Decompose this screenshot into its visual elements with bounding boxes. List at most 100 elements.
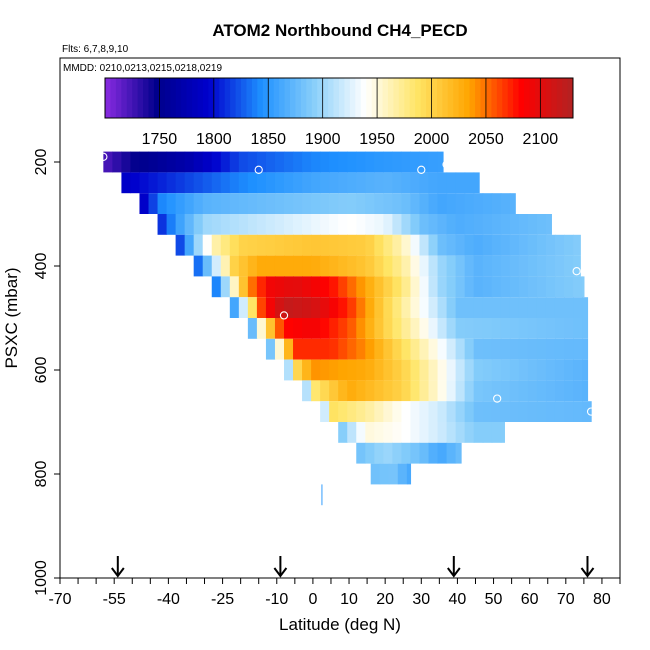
heatmap-cell [500, 401, 511, 422]
heatmap-cell [193, 151, 204, 173]
heatmap-cell [554, 380, 565, 402]
heatmap-cell [374, 401, 384, 422]
heatmap-cell [410, 338, 421, 360]
colorbar-tick-label: 1750 [142, 131, 178, 148]
heatmap-cell [211, 214, 222, 235]
colorbar-cell [235, 78, 242, 118]
heatmap-cell [428, 359, 439, 381]
heatmap-cell [401, 318, 412, 339]
heatmap-cell [284, 193, 294, 214]
heatmap-cell [365, 318, 375, 339]
heatmap-cell [148, 193, 159, 214]
heatmap-cell [473, 193, 484, 214]
heatmap-cell [527, 318, 538, 339]
heatmap-cell [347, 297, 357, 318]
heatmap-cell [347, 193, 357, 214]
x-tick-label: 0 [308, 591, 317, 608]
heatmap-cell [302, 151, 312, 173]
heatmap-cell [500, 297, 511, 318]
heatmap-cell [582, 276, 585, 298]
heatmap-cell [274, 338, 285, 360]
heatmap-cell [166, 214, 177, 235]
x-tick-label: 70 [557, 591, 575, 608]
colorbar-cell [534, 78, 541, 118]
heatmap-cell [256, 193, 267, 214]
colorbar-cell [393, 78, 400, 118]
heatmap-cell [455, 422, 466, 443]
heatmap-cell [293, 172, 303, 194]
heatmap-cell [428, 380, 439, 402]
heatmap-cell [311, 214, 321, 235]
heatmap-cell [356, 214, 366, 235]
heatmap-cell [401, 255, 412, 277]
heatmap-cell [247, 193, 258, 214]
colorbar-cell [230, 78, 237, 118]
colorbar-cell [398, 78, 405, 118]
heatmap-cell [293, 193, 303, 214]
heatmap-cell [509, 359, 520, 381]
heatmap-cell [545, 297, 556, 318]
heatmap-cell [500, 234, 511, 256]
heatmap-cell [365, 401, 375, 422]
heatmap-cell [383, 255, 393, 277]
heatmap-cell [356, 255, 366, 277]
colorbar-cell [496, 78, 503, 118]
heatmap-cell [573, 401, 583, 422]
heatmap-cell [573, 359, 583, 381]
heatmap-cell [491, 401, 502, 422]
heatmap-cell [356, 318, 366, 339]
heatmap-cell [554, 318, 565, 339]
heatmap-cell [410, 172, 421, 194]
heatmap-cell [509, 380, 520, 402]
colorbar-cell [251, 78, 258, 118]
heatmap-cell [329, 255, 339, 277]
heatmap-cell [401, 442, 412, 464]
heatmap-cell [374, 359, 384, 381]
heatmap-cell [500, 214, 511, 235]
heatmap-cell [320, 297, 330, 318]
heatmap-cell [374, 151, 384, 173]
heatmap-cell [320, 234, 330, 256]
colorbar-cell [524, 78, 530, 118]
heatmap-cell [545, 401, 556, 422]
heatmap-cell [536, 401, 547, 422]
colorbar-cell [105, 78, 111, 118]
heatmap-cell [509, 214, 520, 235]
heatmap-cell [320, 359, 330, 381]
heatmap-cell [379, 463, 390, 485]
heatmap-cell [500, 422, 505, 443]
heatmap-cell [527, 359, 538, 381]
heatmap-cell [473, 172, 480, 194]
heatmap-cell [473, 318, 484, 339]
heatmap-cell [455, 359, 466, 381]
heatmap-cell [383, 380, 393, 402]
heatmap-cell [338, 318, 348, 339]
heatmap-cell [446, 255, 457, 277]
heatmap-cell [428, 151, 439, 173]
colorbar-cell [219, 78, 226, 118]
heatmap-cell [238, 151, 249, 173]
heatmap-cell [437, 318, 448, 339]
heatmap-cell [419, 193, 430, 214]
sample-marker [254, 165, 263, 174]
heatmap-cell [247, 318, 258, 339]
heatmap-cell [374, 214, 384, 235]
heatmap-cell [410, 193, 421, 214]
heatmap-cell [274, 151, 285, 173]
heatmap-cell [256, 318, 267, 339]
sample-marker [417, 165, 426, 174]
heatmap-cell [365, 422, 375, 443]
heatmap-cell [383, 234, 393, 256]
colorbar-cell [284, 78, 291, 118]
heatmap-cell [564, 297, 574, 318]
heatmap-cell [509, 193, 516, 214]
x-tick-label: -25 [211, 591, 234, 608]
heatmap-cell [419, 442, 430, 464]
heatmap-cell [121, 172, 132, 194]
heatmap-cell [347, 401, 357, 422]
heatmap-cell [410, 359, 421, 381]
heatmap-cell [374, 442, 384, 464]
colorbar-cell [311, 78, 318, 118]
colorbar-cell [360, 78, 367, 118]
colorbar-cell [110, 78, 117, 118]
